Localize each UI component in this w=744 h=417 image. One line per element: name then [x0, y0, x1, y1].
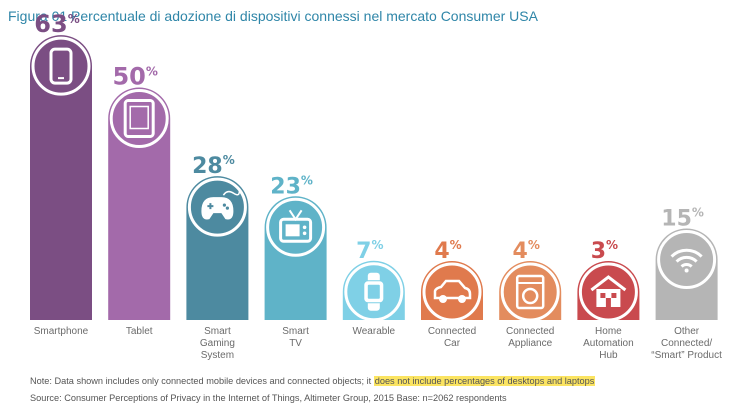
wifi-icon — [670, 248, 703, 273]
car-icon — [433, 279, 472, 303]
icon-circle-6 — [500, 262, 560, 322]
chart-source: Source: Consumer Perceptions of Privacy … — [30, 393, 507, 403]
category-label-0: Smartphone — [34, 326, 89, 337]
data-label-5: 4% — [434, 238, 461, 264]
smartphone-icon — [49, 47, 73, 85]
category-label-2: Smart Gaming System — [200, 326, 235, 361]
data-label-8: 15% — [661, 206, 704, 232]
icon-circle-8 — [657, 230, 717, 290]
bar-0 — [30, 35, 92, 321]
category-label-5: Connected Car — [428, 326, 476, 349]
note-text: Note: Data shown includes only connected… — [30, 376, 374, 386]
category-label-4: Wearable — [352, 326, 395, 337]
category-label-1: Tablet — [126, 326, 153, 337]
icon-circle-5 — [422, 262, 482, 322]
tv-icon — [279, 209, 313, 243]
smartwatch-icon — [363, 272, 385, 311]
note-highlight: does not include percentages of desktops… — [373, 376, 596, 386]
icon-circle-0 — [31, 36, 91, 96]
data-label-3: 23% — [270, 173, 313, 199]
gamepad-icon — [201, 190, 241, 220]
data-label-7: 3% — [591, 238, 618, 264]
icon-circle-1 — [109, 89, 169, 148]
data-label-6: 4% — [513, 238, 540, 264]
tablet-icon — [123, 99, 155, 138]
data-label-2: 28% — [192, 153, 235, 179]
category-label-7: Home Automation Hub — [583, 326, 634, 361]
category-label-8: Other Connected/“Smart” Product — [651, 326, 722, 361]
bar-1 — [108, 87, 171, 320]
figure-title: Figura 01 Percentuale di adozione di dis… — [8, 8, 538, 24]
data-label-4: 7% — [356, 238, 383, 264]
data-label-1: 50% — [112, 63, 157, 91]
category-label-6: Connected Appliance — [506, 326, 554, 349]
chart-note: Note: Data shown includes only connected… — [30, 376, 596, 386]
category-label-3: Smart TV — [282, 326, 309, 349]
washing-machine-icon — [515, 274, 545, 310]
house-icon — [590, 275, 627, 307]
data-label-0: 63% — [34, 10, 79, 38]
